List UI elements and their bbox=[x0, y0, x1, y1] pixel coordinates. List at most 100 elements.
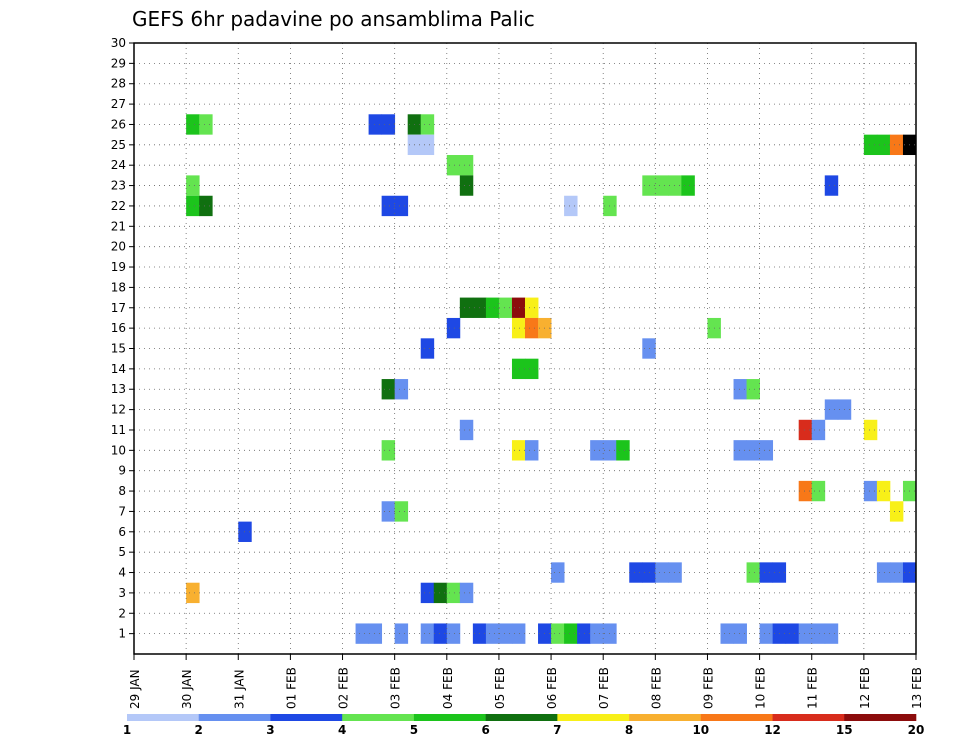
precip-cell bbox=[446, 623, 461, 644]
precip-cell bbox=[420, 623, 435, 644]
precip-cell bbox=[590, 440, 604, 461]
y-tick-label: 7 bbox=[118, 504, 126, 518]
precip-cell bbox=[433, 582, 448, 604]
precip-cell bbox=[876, 134, 891, 156]
chart-title: GEFS 6hr padavine po ansamblima Palic bbox=[132, 7, 535, 31]
x-axis: 29 JAN 30 JAN 31 JAN 01 FEB 02 FEB 03 FEB 04 F… bbox=[128, 654, 924, 709]
colorbar-swatch bbox=[485, 714, 558, 721]
y-tick-label: 5 bbox=[118, 545, 126, 559]
y-tick-label: 24 bbox=[111, 158, 126, 172]
x-tick-label: 12 FEB bbox=[858, 667, 872, 709]
colorbar-swatch bbox=[127, 714, 200, 721]
colorbar-swatch bbox=[844, 714, 917, 721]
precip-cell bbox=[394, 195, 409, 217]
precip-cell bbox=[876, 480, 891, 502]
precip-cell bbox=[590, 623, 604, 644]
precip-cell bbox=[199, 195, 213, 217]
precip-cell bbox=[420, 114, 435, 135]
precip-cell bbox=[733, 440, 747, 461]
x-tick-label: 08 FEB bbox=[649, 667, 663, 709]
precip-cell bbox=[733, 623, 747, 644]
y-tick-label: 22 bbox=[111, 199, 126, 213]
precip-cell bbox=[616, 440, 630, 461]
colorbar-level-label: 12 bbox=[764, 723, 781, 737]
precip-cell bbox=[381, 195, 396, 217]
precip-cell bbox=[746, 379, 760, 400]
colorbar-level-label: 3 bbox=[266, 723, 274, 737]
precip-cell bbox=[511, 297, 526, 318]
precip-cell bbox=[759, 623, 774, 644]
precip-cell bbox=[498, 623, 513, 644]
colorbar-level-label: 8 bbox=[625, 723, 633, 737]
y-tick-label: 9 bbox=[118, 464, 126, 478]
precip-cell bbox=[459, 155, 474, 176]
precip-cell bbox=[511, 317, 526, 339]
y-tick-label: 17 bbox=[111, 301, 126, 315]
colorbar-swatch bbox=[629, 714, 702, 721]
x-tick-label: 10 FEB bbox=[754, 667, 768, 709]
y-tick-label: 14 bbox=[111, 362, 126, 376]
precip-cell bbox=[459, 419, 474, 441]
precip-cell bbox=[186, 582, 200, 604]
precip-cell bbox=[811, 419, 826, 441]
precip-cell bbox=[420, 134, 435, 156]
x-tick-label: 06 FEB bbox=[545, 667, 559, 709]
precip-cell bbox=[564, 195, 578, 217]
precip-cell bbox=[577, 623, 591, 644]
y-tick-label: 4 bbox=[118, 566, 126, 580]
grid-layer bbox=[134, 43, 916, 654]
y-tick-label: 2 bbox=[118, 606, 126, 620]
precip-cell bbox=[655, 175, 669, 196]
precip-cell bbox=[668, 562, 682, 583]
precip-cell bbox=[551, 623, 565, 644]
precip-cell bbox=[459, 297, 474, 318]
precip-cell bbox=[394, 501, 409, 522]
precip-cell bbox=[511, 623, 526, 644]
y-tick-label: 15 bbox=[111, 342, 126, 356]
precip-cell bbox=[746, 562, 760, 583]
precip-cell bbox=[199, 114, 213, 135]
precip-cell bbox=[446, 155, 461, 176]
x-tick-label: 11 FEB bbox=[806, 667, 820, 709]
precip-cell bbox=[655, 562, 669, 583]
precip-cell bbox=[381, 440, 396, 461]
x-tick-label: 05 FEB bbox=[493, 667, 507, 709]
precip-cell bbox=[551, 562, 565, 583]
precip-cell bbox=[720, 623, 734, 644]
colorbar-level-label: 1 bbox=[123, 723, 131, 737]
colorbar-level-label: 2 bbox=[195, 723, 203, 737]
y-tick-label: 13 bbox=[111, 382, 126, 396]
precip-cell bbox=[498, 297, 513, 318]
precip-cell bbox=[525, 358, 539, 380]
precip-cell bbox=[811, 480, 826, 502]
precip-cell bbox=[394, 379, 409, 400]
precip-cell bbox=[186, 114, 200, 135]
colorbar-level-label: 4 bbox=[338, 723, 346, 737]
y-tick-label: 19 bbox=[111, 260, 126, 274]
precip-cell bbox=[420, 338, 435, 359]
y-tick-label: 18 bbox=[111, 280, 126, 294]
y-tick-label: 8 bbox=[118, 484, 126, 498]
precip-cell bbox=[889, 562, 904, 583]
precip-cell bbox=[733, 379, 747, 400]
y-tick-label: 25 bbox=[111, 138, 126, 152]
colorbar-level-label: 7 bbox=[553, 723, 561, 737]
x-tick-label: 29 JAN bbox=[128, 669, 142, 709]
colorbar-swatch bbox=[557, 714, 630, 721]
precip-cell bbox=[863, 419, 878, 441]
y-tick-label: 16 bbox=[111, 321, 126, 335]
precip-cell bbox=[420, 582, 435, 604]
precip-cell bbox=[824, 175, 839, 196]
y-tick-label: 26 bbox=[111, 117, 126, 131]
precip-cell bbox=[863, 134, 878, 156]
precip-cell bbox=[186, 175, 200, 196]
colorbar-level-label: 6 bbox=[481, 723, 489, 737]
colorbar-swatch bbox=[270, 714, 343, 721]
precip-cell bbox=[824, 623, 839, 644]
cells-layer bbox=[186, 114, 917, 644]
precip-cell bbox=[368, 114, 383, 135]
x-tick-label: 30 JAN bbox=[180, 669, 194, 709]
precip-cell bbox=[759, 440, 774, 461]
y-tick-label: 27 bbox=[111, 97, 126, 111]
